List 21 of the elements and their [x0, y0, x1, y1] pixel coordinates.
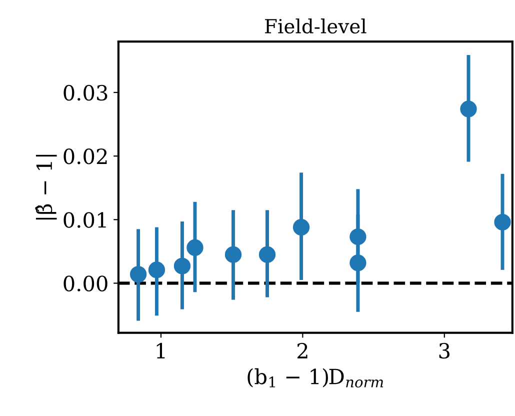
point [174, 258, 191, 274]
point [258, 246, 276, 263]
point [148, 262, 166, 278]
point [130, 266, 147, 283]
point [186, 239, 204, 256]
point [494, 214, 511, 231]
x-tick-label: 3 [439, 342, 450, 359]
y-axis-title: |β̂ − 1| [35, 154, 57, 220]
chart-title: Field-level [265, 18, 366, 34]
point [460, 100, 477, 118]
y-tick-label: 0.01 [64, 212, 106, 228]
y-tick-label: 0.03 [64, 84, 108, 101]
x-tick-label: 1 [156, 342, 165, 358]
y-tick-label: 0.00 [64, 276, 108, 292]
point [224, 246, 242, 263]
x-tick-label: 2 [297, 342, 308, 358]
x-axis-title: (b$_{1}$ − 1)D$_{norm}$ [248, 368, 384, 388]
point [292, 218, 310, 236]
point [350, 228, 366, 246]
point [350, 254, 366, 272]
y-tick-label: 0.02 [64, 148, 107, 164]
